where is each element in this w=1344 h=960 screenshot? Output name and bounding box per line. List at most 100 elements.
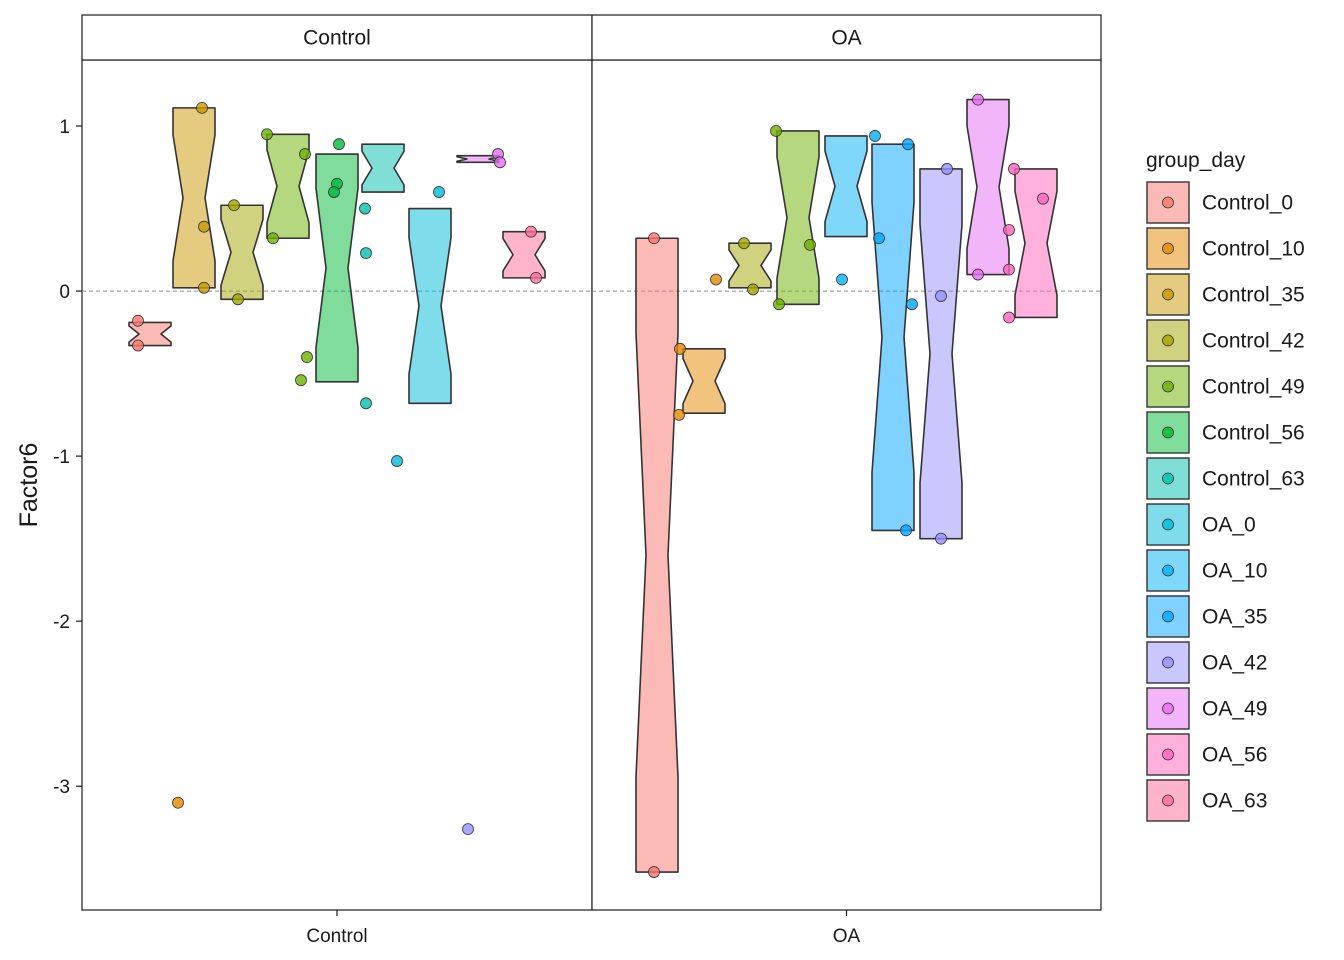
series-control-control_63	[359, 143, 405, 410]
data-point	[648, 232, 660, 245]
legend-item-control_0: Control_0	[1146, 181, 1293, 224]
legend-label: Control_10	[1202, 238, 1305, 261]
data-point	[941, 163, 953, 175]
series-control-control_49	[261, 128, 313, 387]
data-point	[900, 524, 912, 537]
series-oa-control_0	[635, 232, 679, 878]
notched-box	[635, 237, 679, 873]
strip-oa	[591, 14, 1102, 61]
data-point	[196, 101, 208, 114]
data-point	[525, 225, 537, 238]
legend-key-point	[1162, 656, 1174, 669]
legend-label: Control_42	[1202, 330, 1305, 353]
data-point	[1037, 192, 1049, 205]
data-point	[328, 186, 340, 198]
data-point	[172, 796, 184, 809]
legend-item-control_10: Control_10	[1146, 227, 1305, 270]
series-oa-oa_42	[919, 163, 963, 545]
notched-box	[315, 153, 359, 383]
data-point	[902, 138, 914, 151]
data-point	[804, 238, 816, 251]
notched-box	[1014, 168, 1058, 319]
data-point	[972, 93, 984, 106]
data-point	[360, 397, 372, 410]
series-control-oa_42	[462, 823, 474, 836]
data-point	[710, 273, 722, 286]
legend-key-point	[1162, 702, 1174, 715]
strip-control	[81, 14, 593, 61]
notched-box	[728, 242, 772, 289]
y-tick-label: 0	[59, 282, 70, 303]
data-point	[1003, 224, 1015, 236]
notched-box	[172, 107, 216, 289]
data-point	[295, 374, 307, 387]
data-point	[673, 408, 685, 421]
legend-key	[1146, 779, 1190, 822]
data-point	[935, 290, 947, 302]
strip-label-oa: OA	[831, 27, 861, 50]
data-point	[198, 281, 210, 294]
legend-key-point	[1162, 472, 1174, 485]
legend-item-oa_42: OA_42	[1146, 641, 1267, 684]
legend-label: Control_63	[1202, 468, 1305, 491]
legend-label: OA_63	[1202, 790, 1267, 813]
data-point	[1008, 163, 1020, 175]
data-point	[1003, 311, 1015, 324]
legend-label: OA_56	[1202, 744, 1267, 767]
x-tick-label: OA	[833, 926, 861, 947]
data-point	[674, 342, 686, 355]
legend-title: group_day	[1146, 149, 1246, 172]
data-point	[132, 314, 144, 327]
series-control-oa_0	[391, 186, 452, 467]
legend-label: Control_56	[1202, 422, 1305, 445]
notched-box	[502, 230, 546, 279]
legend-item-control_42: Control_42	[1146, 319, 1305, 362]
data-point	[301, 351, 313, 363]
series-control-control_42	[220, 199, 264, 306]
series-oa-control_49	[770, 125, 820, 311]
legend: group_day Control_0 Control_10 Control_35 Co…	[1146, 149, 1305, 822]
legend-key-point	[1162, 334, 1174, 347]
legend-label: OA_35	[1202, 606, 1267, 629]
legend-key-point	[1162, 426, 1174, 439]
data-point	[360, 247, 372, 260]
legend-key-point	[1162, 196, 1174, 209]
legend-label: Control_49	[1202, 376, 1305, 399]
data-point	[906, 298, 918, 311]
legend-item-oa_63: OA_63	[1146, 779, 1267, 822]
series-control-control_56	[315, 138, 359, 383]
legend-label: Control_35	[1202, 284, 1305, 307]
legend-key-point	[1162, 518, 1174, 531]
notched-box	[408, 207, 452, 405]
data-point	[972, 268, 984, 281]
data-point	[873, 232, 885, 245]
data-point	[462, 823, 474, 836]
data-point	[299, 148, 311, 160]
data-point	[494, 156, 506, 169]
data-point	[228, 199, 240, 212]
data-point	[869, 130, 881, 142]
data-point	[648, 866, 660, 878]
legend-label: OA_49	[1202, 698, 1267, 721]
series-control-control_10	[172, 796, 184, 809]
series-oa-control_10	[673, 273, 726, 421]
data-point	[773, 298, 785, 311]
y-axis-title: Factor6	[15, 443, 43, 528]
legend-item-control_56: Control_56	[1146, 411, 1305, 454]
data-point	[267, 232, 279, 245]
legend-label: OA_0	[1202, 514, 1256, 537]
data-point	[132, 339, 144, 352]
notched-box	[776, 130, 820, 306]
series-oa-oa_56	[1003, 163, 1058, 324]
legend-label: OA_10	[1202, 560, 1267, 583]
series-oa-oa_35	[871, 138, 918, 537]
data-point	[530, 271, 542, 284]
data-point	[261, 128, 273, 141]
legend-item-oa_56: OA_56	[1146, 733, 1267, 776]
series-oa-control_42	[728, 237, 772, 296]
data-point	[770, 125, 782, 137]
legend-key-point	[1162, 288, 1174, 301]
legend-key-point	[1162, 380, 1174, 393]
legend-key-point	[1162, 610, 1174, 623]
x-tick-label: Control	[306, 926, 367, 947]
